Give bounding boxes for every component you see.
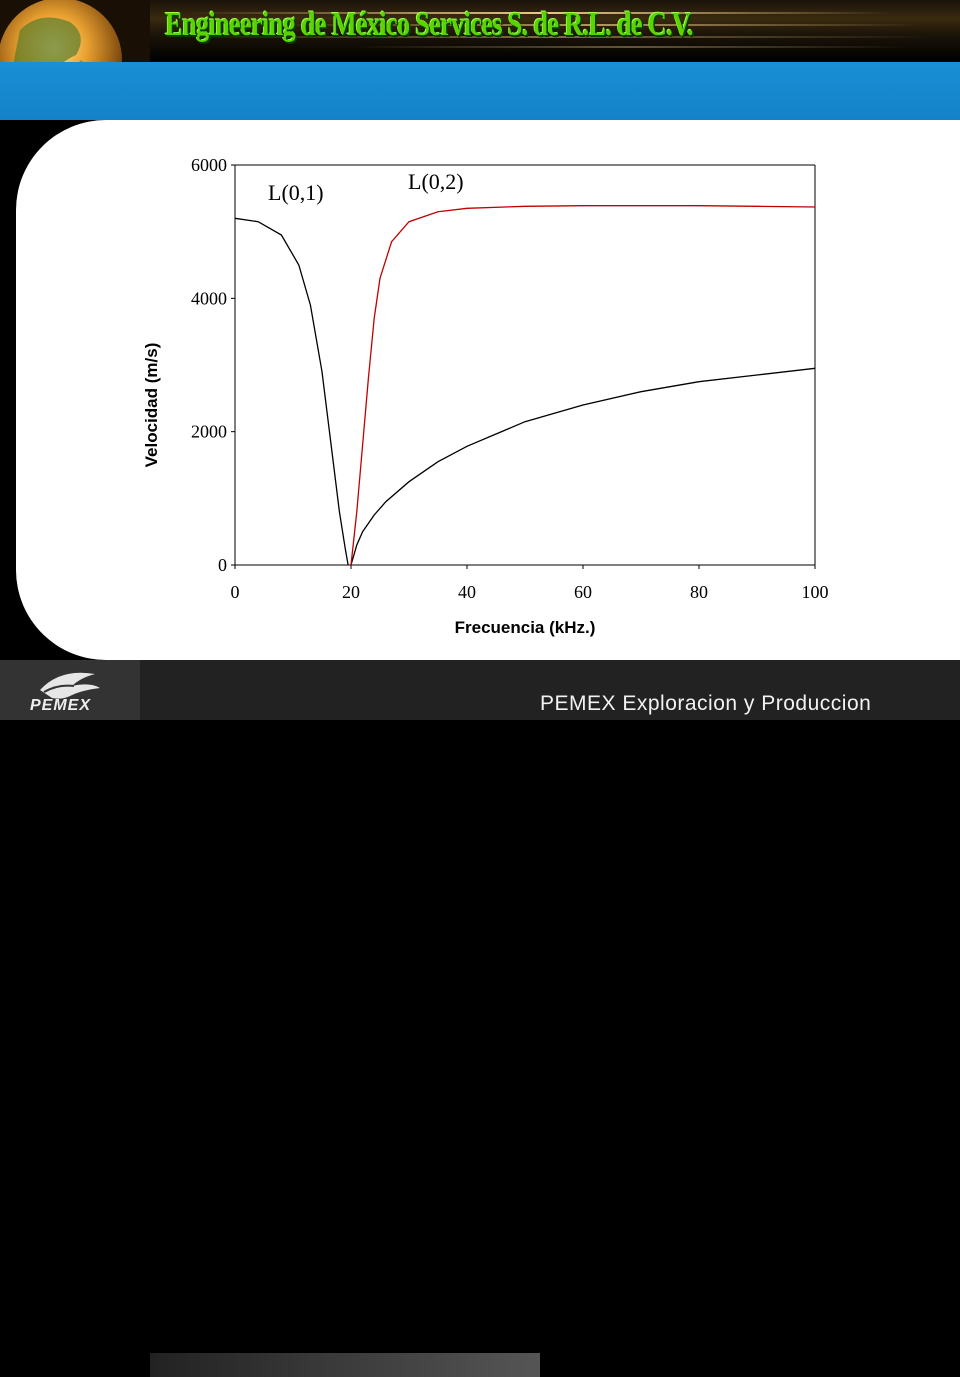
pemex-logo: [0, 660, 140, 720]
series-line-L01: [350, 367, 816, 566]
plot-curves: [234, 205, 816, 566]
y-tick-label: 4000: [191, 288, 227, 308]
x-tick-label: 40: [458, 582, 476, 602]
annotation-L02: L(0,2): [408, 169, 464, 194]
slide-content-area: [16, 120, 960, 660]
y-tick-label: 6000: [191, 155, 227, 175]
x-tick-label: 60: [574, 582, 592, 602]
series-line-L01: [234, 217, 349, 566]
x-tick-label: 20: [342, 582, 360, 602]
header-title: Engineering de México Services S. de R.L…: [165, 6, 694, 43]
series-line-L02: [350, 205, 816, 566]
footer-brand: PEMEX: [30, 697, 92, 714]
slide-header: Engineering de México Services S. de R.L…: [0, 0, 960, 120]
y-tick-label: 0: [218, 555, 227, 575]
x-axis-label: Frecuencia (kHz.): [455, 618, 596, 637]
x-tick-label: 0: [231, 582, 240, 602]
x-tick-label: 80: [690, 582, 708, 602]
plot-labels: 0 2000 4000 6000 0 20 40 60 80 100 L(0,1) L(0,2) Fre…: [142, 155, 829, 637]
y-axis-label: Velocidad (m/s): [142, 343, 161, 468]
header-blue-band: [0, 62, 960, 120]
y-tick-label: 2000: [191, 422, 227, 442]
footer-gradient-bar: [150, 1353, 540, 1377]
x-tick-label: 100: [802, 582, 829, 602]
header-light-streaks: [150, 0, 960, 62]
footer-company-text: PEMEX Exploracion y Produccion: [540, 692, 872, 715]
velocity-dispersion-chart: 0 2000 4000 6000 0 20 40 60 80 100 L(0,1) L(0,2) Fre…: [142, 155, 829, 637]
pemex-eagle-icon: [40, 672, 100, 699]
annotation-L01: L(0,1): [268, 180, 324, 205]
plot-axes: [231, 164, 816, 569]
